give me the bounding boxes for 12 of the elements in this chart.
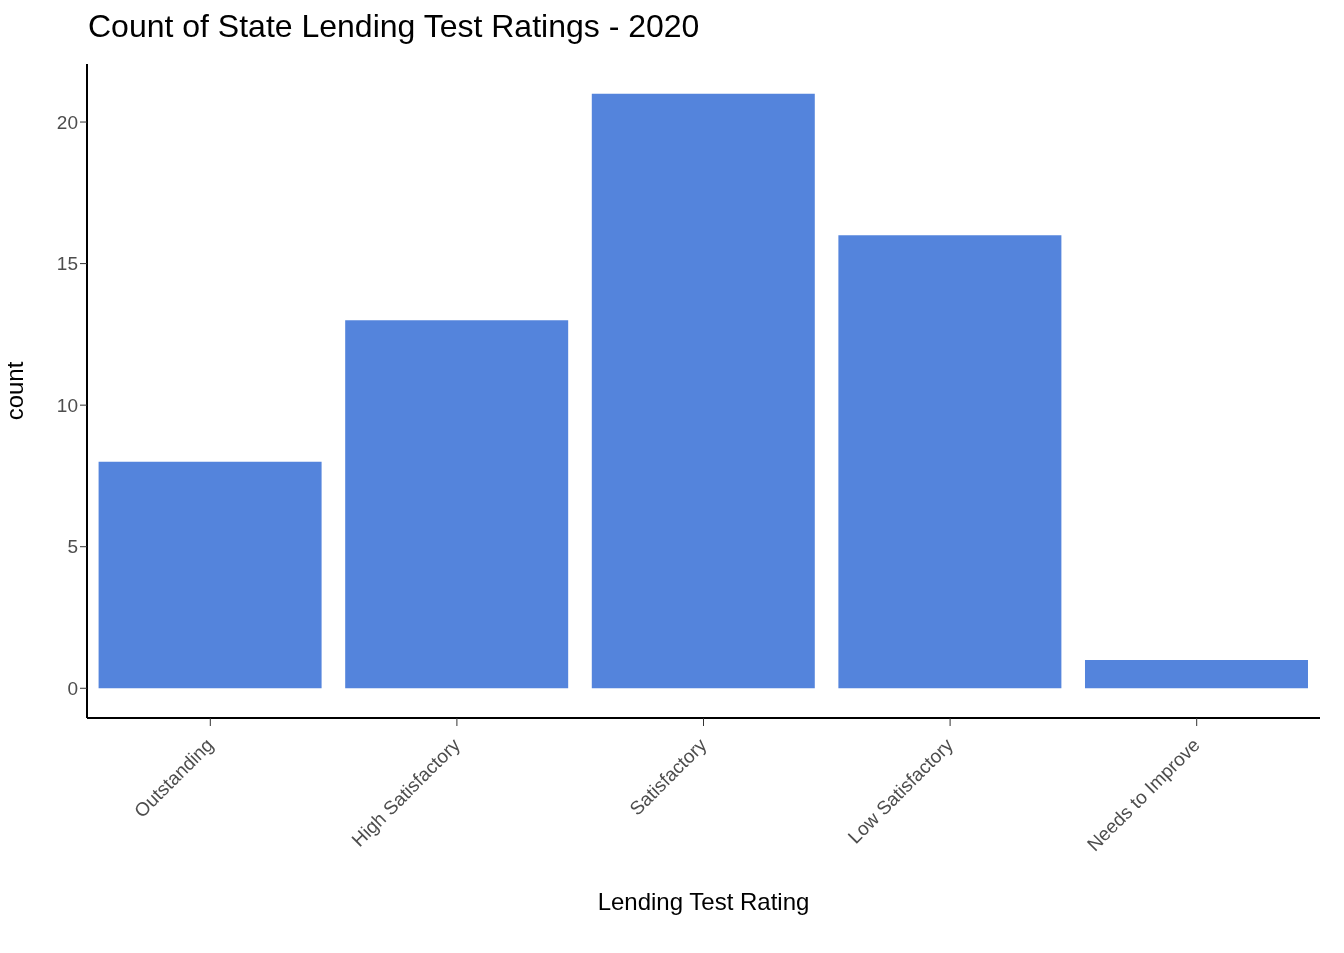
bar — [98, 461, 322, 689]
y-tick-label: 10 — [56, 394, 78, 416]
y-tick-label: 0 — [67, 678, 78, 700]
bar — [345, 320, 569, 689]
y-tick-label: 20 — [56, 111, 78, 133]
x-axis-title: Lending Test Rating — [597, 888, 810, 915]
bar — [1084, 659, 1308, 689]
bar — [838, 235, 1062, 689]
y-tick-label: 15 — [56, 253, 78, 275]
chart-title: Count of State Lending Test Ratings - 2020 — [88, 8, 700, 45]
y-tick-label: 5 — [67, 536, 78, 558]
bar — [591, 93, 815, 689]
